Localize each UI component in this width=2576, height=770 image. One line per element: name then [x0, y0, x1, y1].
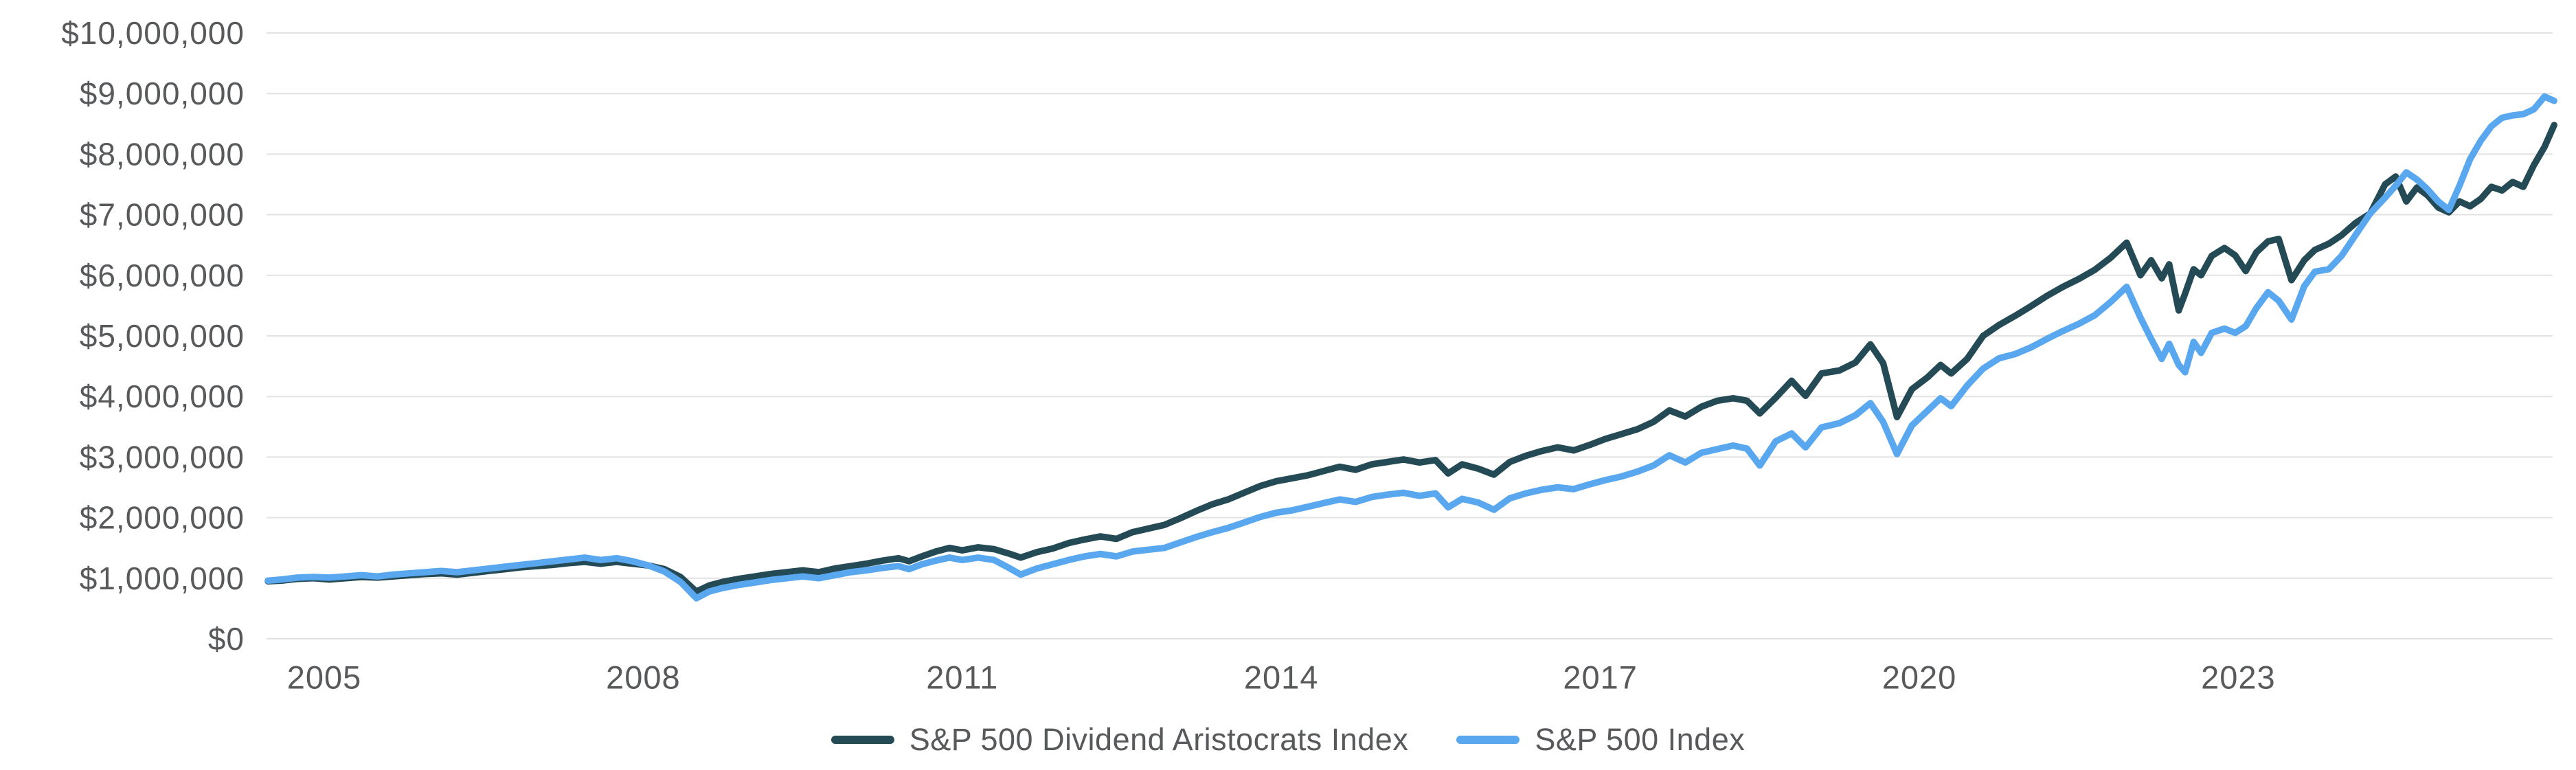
x-tick-label: 2020	[1882, 659, 1957, 696]
aristocrats-line-swatch-icon	[831, 736, 894, 744]
x-axis-labels: 2005 2008 2011 2014 2017 2020 2023	[287, 659, 2276, 696]
x-tick-label: 2005	[287, 659, 362, 696]
y-tick-label: $0	[208, 621, 245, 657]
aristocrats-line	[264, 122, 2557, 595]
gridlines	[267, 32, 2553, 639]
sp500-line	[264, 93, 2557, 602]
legend-label-sp500: S&P 500 Index	[1535, 722, 1745, 757]
x-tick-label: 2023	[2201, 659, 2276, 696]
x-tick-label: 2017	[1563, 659, 1638, 696]
y-tick-label: $1,000,000	[80, 560, 245, 596]
legend-item-aristocrats: S&P 500 Dividend Aristocrats Index	[831, 722, 1409, 758]
legend-label-aristocrats: S&P 500 Dividend Aristocrats Index	[909, 722, 1409, 757]
y-tick-label: $3,000,000	[80, 439, 245, 475]
x-tick-label: 2014	[1244, 659, 1319, 696]
y-axis-labels: $0 $1,000,000 $2,000,000 $3,000,000 $4,000,0…	[61, 15, 245, 657]
y-tick-label: $8,000,000	[80, 136, 245, 172]
sp500-line-swatch-icon	[1456, 736, 1520, 744]
y-tick-label: $6,000,000	[80, 258, 245, 293]
x-tick-label: 2011	[926, 659, 998, 696]
legend-item-sp500: S&P 500 Index	[1456, 722, 1745, 758]
y-tick-label: $4,000,000	[80, 378, 245, 414]
y-tick-label: $9,000,000	[80, 76, 245, 111]
y-tick-label: $10,000,000	[61, 15, 245, 51]
y-tick-label: $5,000,000	[80, 318, 245, 354]
x-tick-label: 2008	[606, 659, 681, 696]
y-tick-label: $7,000,000	[80, 197, 245, 233]
y-tick-label: $2,000,000	[80, 500, 245, 536]
chart-legend: S&P 500 Dividend Aristocrats Index S&P 5…	[0, 716, 2576, 764]
